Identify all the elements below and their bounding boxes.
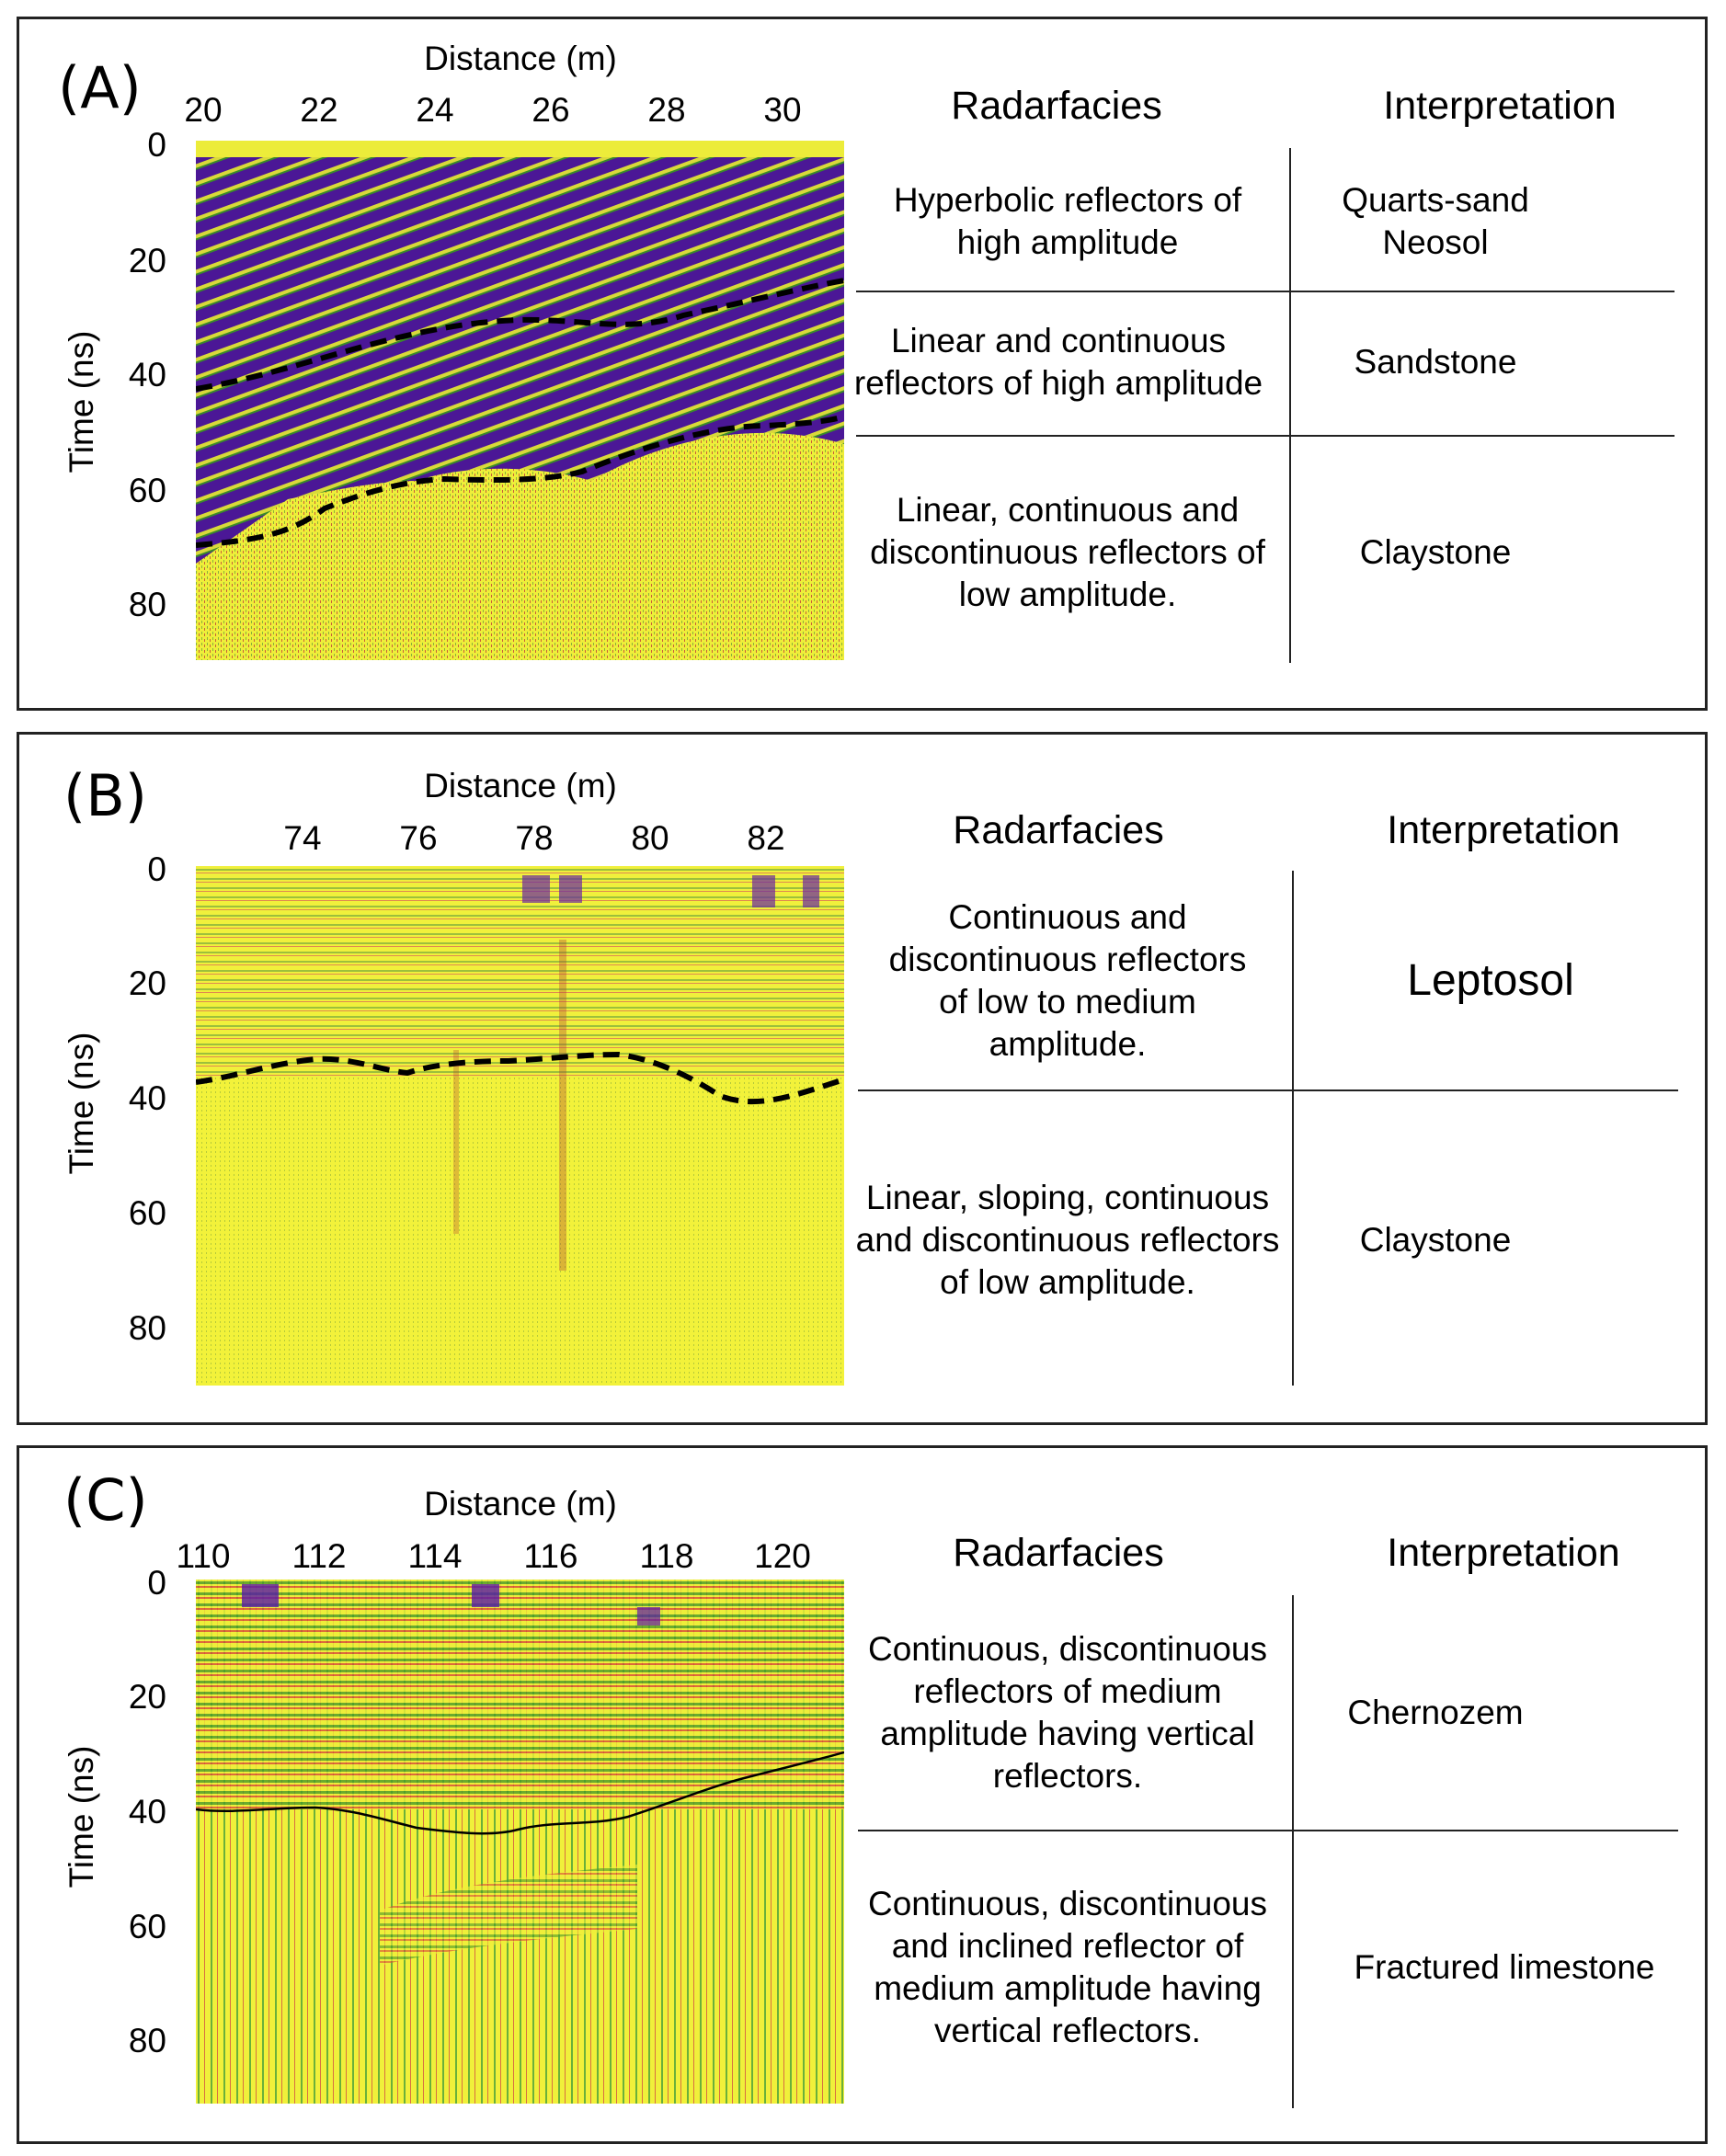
- interpretation-cell: Claystone: [1359, 533, 1512, 571]
- x-tick: 20: [184, 91, 223, 129]
- y-tick: 60: [128, 1194, 166, 1232]
- y-tick: 40: [128, 1793, 166, 1831]
- panel-letter: (A): [58, 54, 142, 121]
- y-tick: 20: [128, 964, 166, 1002]
- radarfacies-cell: Linear, sloping, continuous and disconti…: [855, 1179, 1280, 1301]
- x-tick: 82: [747, 819, 785, 857]
- y-axis-label: Time (ns): [63, 330, 100, 473]
- table-row-divider: [856, 435, 1675, 437]
- radarfacies-cell: Continuous and discontinuous reflectors …: [888, 897, 1247, 1063]
- table-row-divider: [856, 291, 1675, 292]
- radarfacies-header: Radarfacies: [953, 808, 1164, 852]
- x-tick: 22: [300, 91, 338, 129]
- y-tick: 60: [128, 472, 166, 509]
- facies-boundary-lower: [196, 414, 844, 548]
- interpretation-cell: Quarts-sand Neosol: [1342, 181, 1529, 261]
- radarfacies-header: Radarfacies: [953, 1531, 1164, 1575]
- x-tick: 80: [631, 819, 669, 857]
- table-row-divider: [858, 1089, 1678, 1091]
- x-axis-label: Distance (m): [424, 767, 617, 804]
- interpretation-cell: Leptosol: [1407, 955, 1574, 1005]
- radargram-image: [196, 1580, 844, 2104]
- y-tick: 80: [128, 2022, 166, 2059]
- y-tick: 0: [147, 126, 166, 164]
- radargram-image: [196, 141, 844, 660]
- interpretation-cell: Claystone: [1359, 1221, 1512, 1259]
- x-axis-ticks: 74 76 78 80 82: [19, 819, 939, 865]
- radarfacies-cell: Linear, continuous and discontinuous ref…: [870, 491, 1265, 613]
- interpretation-header: Interpretation: [1387, 808, 1620, 852]
- y-tick: 80: [128, 1309, 166, 1347]
- facies-boundary-upper: [196, 278, 844, 392]
- x-tick: 118: [639, 1537, 694, 1575]
- panel-b: (B) Distance (m) 74 76 78 80 82 Time (ns…: [17, 732, 1708, 1425]
- x-tick: 74: [283, 819, 322, 857]
- radarfacies-header: Radarfacies: [951, 84, 1162, 128]
- panel-c: (C) Distance (m) 110 112 114 116 118 120…: [17, 1445, 1708, 2144]
- x-tick: 30: [763, 91, 802, 129]
- table-divider: [1289, 148, 1291, 663]
- table-row-divider: [858, 1830, 1678, 1831]
- interpretation-header: Interpretation: [1387, 1531, 1620, 1575]
- y-tick: 40: [128, 1079, 166, 1117]
- panel-letter: (C): [63, 1466, 148, 1534]
- x-axis-ticks: 20 22 24 26 28 30: [19, 91, 939, 137]
- y-axis-label: Time (ns): [63, 1745, 100, 1888]
- table-divider: [1292, 871, 1294, 1386]
- facies-boundary: [196, 1751, 844, 1835]
- radarfacies-cell: Continuous, discontinuous and inclined r…: [867, 1885, 1267, 2049]
- x-tick: 112: [291, 1537, 347, 1575]
- x-tick: 78: [515, 819, 554, 857]
- radarfacies-cell: Linear and continuous reflectors of high…: [853, 321, 1263, 402]
- panel-a: (A) Distance (m) 20 22 24 26 28 30 Time …: [17, 17, 1708, 711]
- x-tick: 116: [523, 1537, 578, 1575]
- x-tick: 26: [532, 91, 570, 129]
- interpretation-cell: Chernozem: [1347, 1693, 1524, 1731]
- y-axis-label: Time (ns): [63, 1032, 100, 1175]
- panel-letter: (B): [63, 762, 147, 829]
- y-tick: 20: [128, 1678, 166, 1716]
- y-tick: 20: [128, 242, 166, 279]
- y-tick: 60: [128, 1908, 166, 1945]
- interpretation-cell: Fractured limestone: [1354, 1948, 1655, 1986]
- x-tick: 24: [416, 91, 454, 129]
- x-tick: 76: [399, 819, 438, 857]
- x-axis-label: Distance (m): [424, 40, 617, 77]
- y-tick: 0: [147, 850, 166, 888]
- interpretation-header: Interpretation: [1383, 84, 1617, 128]
- x-axis-ticks: 110 112 114 116 118 120: [19, 1537, 939, 1583]
- radarfacies-cell: Hyperbolic reflectors of high amplitude: [893, 181, 1242, 261]
- radarfacies-cell: Continuous, discontinuous reflectors of …: [867, 1629, 1267, 1795]
- facies-boundary: [196, 1051, 844, 1105]
- x-tick: 120: [754, 1537, 811, 1575]
- y-tick: 0: [147, 1564, 166, 1602]
- x-axis-label: Distance (m): [424, 1485, 617, 1523]
- x-tick: 110: [176, 1537, 231, 1575]
- table-divider: [1292, 1595, 1294, 2108]
- radargram-image: [196, 866, 844, 1386]
- x-tick: 114: [407, 1537, 463, 1575]
- y-tick: 40: [128, 356, 166, 394]
- x-tick: 28: [647, 91, 686, 129]
- interpretation-cell: Sandstone: [1354, 342, 1517, 381]
- y-tick: 80: [128, 586, 166, 623]
